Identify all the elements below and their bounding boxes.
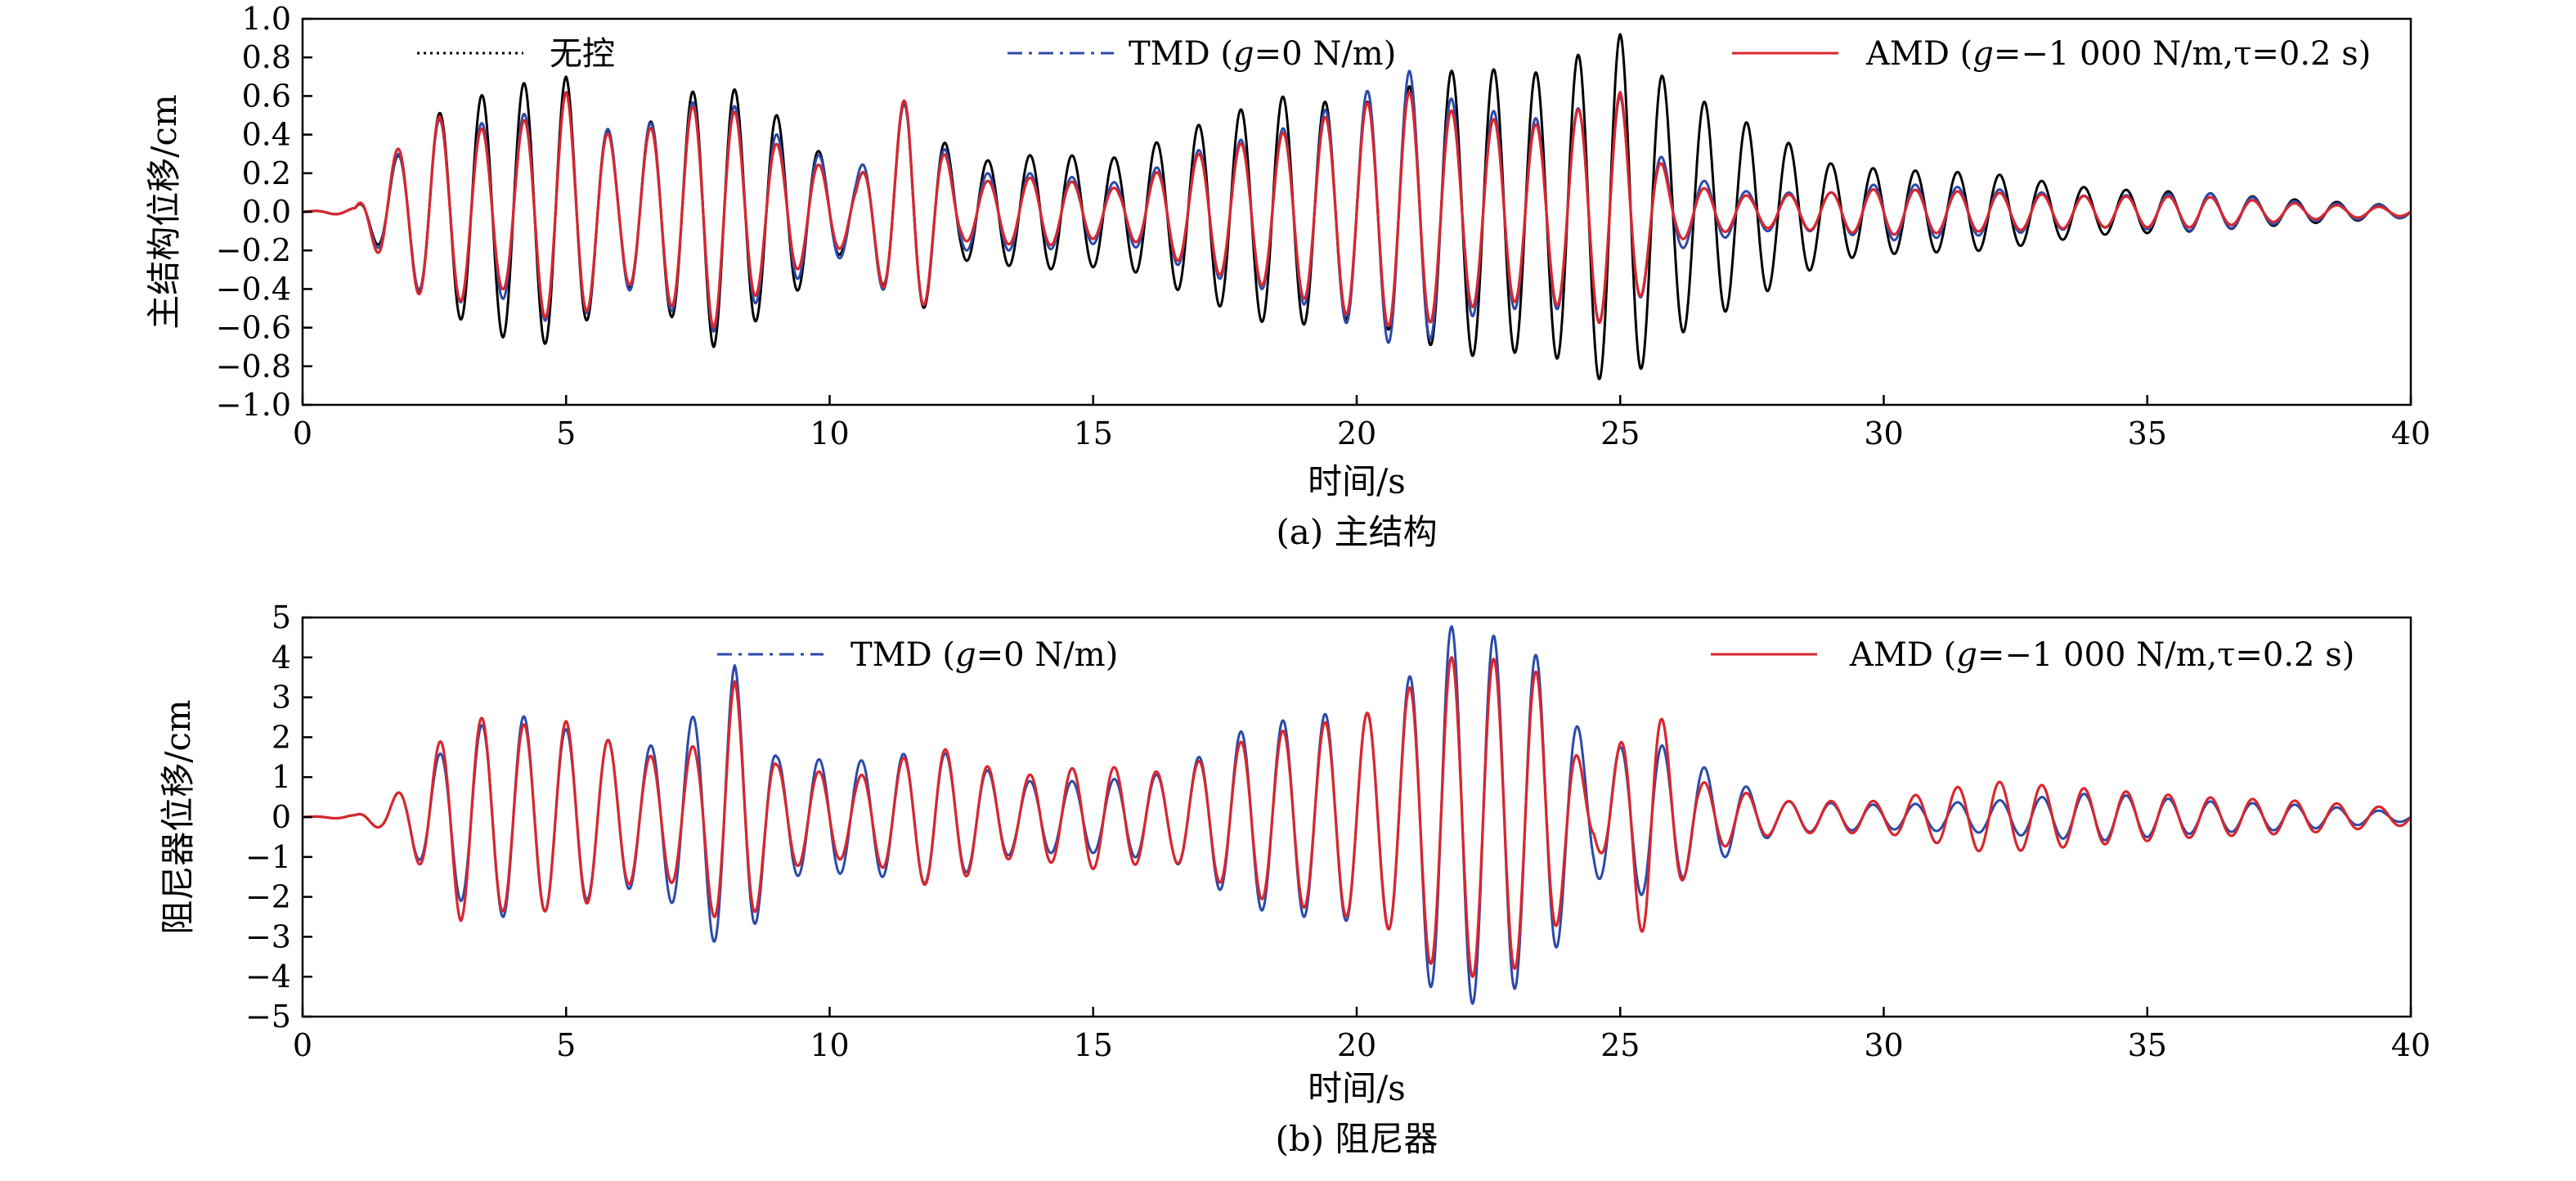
x-tick-label: 40 [2391,415,2430,451]
x-tick-label: 15 [1074,1027,1113,1063]
panel-damper: 0 5 10 15 20 25 30 35 40543210−1−2−3−4−5时间/s阻尼器位… [158,599,2430,1159]
legend-label-tmd: TMD (g=0 N/m) [1129,35,1396,73]
y-tick-label: −3 [245,918,291,954]
y-tick-label: 1 [272,759,291,795]
legend-label-text: AMD ( [1865,35,1972,73]
y-tick-label: −0.8 [216,348,291,384]
y-tick-label: −1 [245,839,291,875]
y-tick-label: 0 [272,799,291,835]
y-tick-label: −0.4 [216,271,291,307]
legend-label-text: =−1 000 N/m,τ=0.2 s) [1994,35,2371,73]
x-tick-label: 0 [293,1027,312,1063]
x-tick-label: 10 [810,415,849,451]
x-tick-label: 5 [556,1027,576,1063]
legend: TMD (g=0 N/m) AMD (g=−1 000 N/m,τ=0.2 s) [717,636,2354,674]
legend-label-amd: AMD (g=−1 000 N/m,τ=0.2 s) [1865,35,2371,73]
legend-label-text: TMD ( [1129,35,1233,73]
series-line-amd [302,91,2412,330]
series-line-amd [302,656,2412,978]
y-tick-label: 0.8 [242,39,291,75]
legend-label-var: g [1233,35,1254,73]
y-tick-label: 0.4 [242,117,291,153]
x-tick-label: 20 [1337,1027,1376,1063]
x-axis-title: 时间/s [1308,461,1406,501]
x-tick-label: 0 [293,415,312,451]
legend-label-var: g [1972,35,1994,73]
panel-main-structure: 0 5 10 15 20 25 30 35 401.00.80.60.40.20.0−0.2−0… [144,1,2430,552]
x-tick-label: 20 [1337,415,1376,451]
panel-caption: (a) 主结构 [1276,512,1437,552]
legend: 无控 TMD (g=0 N/m) AMD (g=−1 000 N/m,τ=0.2 s… [417,35,2371,73]
legend-label-tmd: TMD (g=0 N/m) [850,636,1118,674]
y-tick-label: −4 [245,959,291,995]
y-tick-label: −0.6 [216,310,291,346]
legend-label-text: TMD ( [850,636,955,674]
x-tick-label: 25 [1600,1027,1640,1063]
x-tick-label: 15 [1074,415,1113,451]
legend-label-uncontrolled: 无控 [550,35,615,73]
y-axis-title: 阻尼器位移/cm [158,699,198,935]
x-tick-label: 5 [556,415,576,451]
y-tick-label: 0.0 [242,194,291,230]
y-tick-label: 1.0 [242,1,291,37]
legend-label-var: g [955,636,976,674]
x-tick-label: 30 [1864,415,1903,451]
y-tick-label: −2 [245,879,291,915]
y-tick-label: 4 [272,640,291,676]
y-tick-label: 0.6 [242,78,291,114]
panel-caption: (b) 阻尼器 [1275,1119,1438,1159]
y-tick-label: −5 [245,999,291,1035]
x-tick-label: 35 [2128,415,2167,451]
plot-area [302,625,2412,1005]
y-tick-label: 2 [272,719,291,755]
x-tick-label: 40 [2391,1027,2430,1063]
legend-label-var: g [1956,636,1977,674]
x-tick-label: 25 [1600,415,1640,451]
x-tick-label: 30 [1864,1027,1903,1063]
x-tick-label: 35 [2128,1027,2167,1063]
x-tick-label: 10 [810,1027,849,1063]
legend-label-text: =0 N/m) [976,636,1119,674]
legend-label-text: AMD ( [1849,636,1956,674]
legend-label-text: =−1 000 N/m,τ=0.2 s) [1977,636,2354,674]
y-tick-label: −1.0 [216,387,291,423]
plot-area [302,33,2412,380]
legend-label-text: 无控 [550,35,615,73]
y-tick-label: 5 [272,599,291,635]
x-axis-title: 时间/s [1308,1068,1406,1108]
y-tick-label: 3 [272,680,291,716]
legend-label-amd: AMD (g=−1 000 N/m,τ=0.2 s) [1849,636,2354,674]
legend-label-text: =0 N/m) [1254,35,1397,73]
y-tick-label: −0.2 [216,232,291,268]
y-axis-title: 主结构位移/cm [144,94,184,330]
y-tick-label: 0.2 [242,155,291,191]
